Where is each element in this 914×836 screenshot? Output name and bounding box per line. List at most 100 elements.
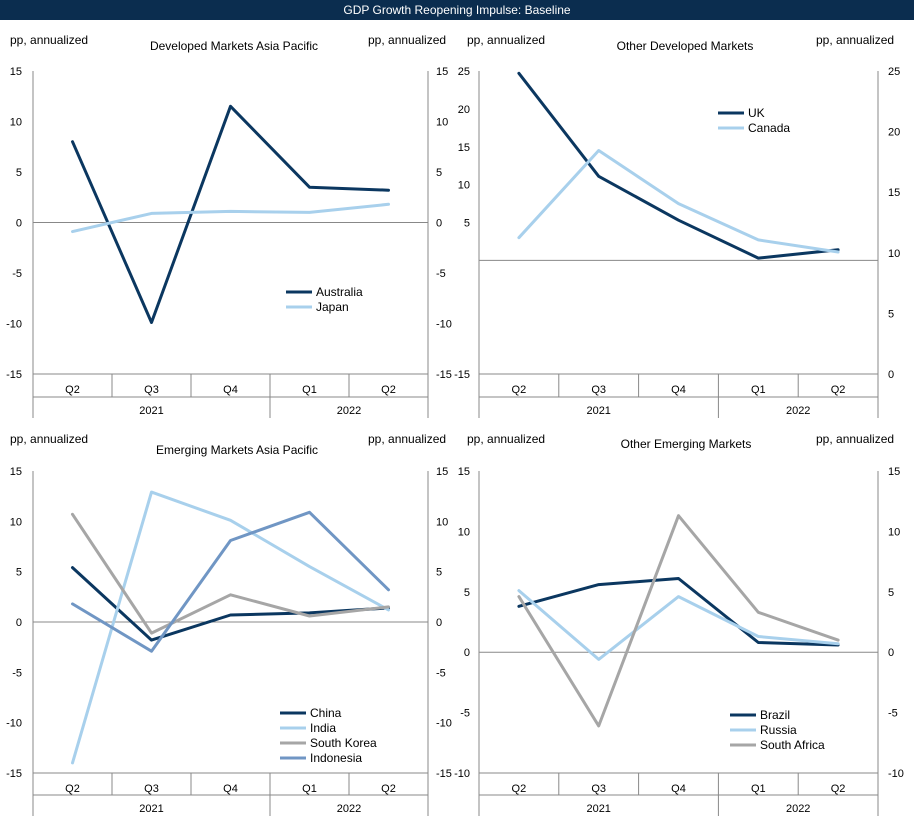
page-title-banner: GDP Growth Reopening Impulse: Baseline [0,0,914,20]
y-tick-label-left: 10 [458,180,470,192]
legend-label: Australia [316,285,363,299]
y-tick-label-left: 10 [10,516,22,528]
legend-label: South Africa [760,738,825,752]
y-tick-label-right: 15 [888,187,900,199]
x-tick-label: Q1 [302,783,317,795]
y-tick-label-left: 5 [464,587,470,599]
chart-title: Other Emerging Markets [621,437,752,451]
y-tick-label-left: 10 [458,526,470,538]
legend-label: Canada [748,121,790,135]
y-tick-label-right: 5 [436,167,442,179]
y-tick-label-left: -10 [6,718,22,730]
year-label: 2022 [786,405,810,417]
y-tick-label-left: -5 [460,708,470,720]
y-tick-label-right: -5 [436,667,446,679]
x-tick-label: Q4 [223,384,238,396]
y-axis-label-left: pp, annualized [467,432,545,446]
y-tick-label-left: 25 [458,66,470,78]
y-tick-label-left: 0 [16,617,22,629]
y-tick-label-left: -5 [12,667,22,679]
y-tick-label-right: -5 [888,708,898,720]
y-tick-label-left: -15 [6,768,22,780]
x-tick-label: Q3 [591,384,606,396]
year-label: 2022 [786,803,810,815]
year-label: 2021 [139,803,163,815]
y-tick-label-left: 5 [464,218,470,230]
year-label: 2021 [586,405,610,417]
x-tick-label: Q4 [671,384,686,396]
y-tick-label-left: -5 [12,268,22,280]
series-line-china [71,566,390,642]
series-line-japan [71,202,390,234]
y-tick-label-right: -5 [436,268,446,280]
y-tick-label-left: 5 [16,567,22,579]
x-tick-label: Q1 [751,783,766,795]
y-tick-label-right: -10 [436,319,452,331]
series-line-brazil [517,577,840,647]
y-tick-label-right: 0 [436,218,442,230]
y-axis-label-left: pp, annualized [467,33,545,47]
legend-label: UK [748,106,765,120]
legend-label: South Korea [310,736,377,750]
y-tick-label-left: -15 [454,369,470,381]
year-label: 2021 [139,405,163,417]
x-tick-label: Q2 [831,783,846,795]
page-title: GDP Growth Reopening Impulse: Baseline [343,3,571,17]
y-tick-label-right: 5 [888,308,894,320]
y-axis-label-right: pp, annualized [368,33,446,47]
y-tick-label-left: 0 [464,647,470,659]
y-tick-label-right: 0 [436,617,442,629]
x-tick-label: Q2 [381,783,396,795]
x-tick-label: Q2 [381,384,396,396]
y-tick-label-left: -10 [454,768,470,780]
y-tick-label-left: 0 [16,218,22,230]
y-tick-label-left: 15 [10,66,22,78]
x-tick-label: Q1 [302,384,317,396]
y-tick-label-left: 20 [458,104,470,116]
series-line-canada [517,149,840,254]
series-line-uk [517,71,840,260]
x-tick-label: Q2 [65,384,80,396]
series-line-india [71,490,390,765]
x-tick-label: Q2 [512,783,527,795]
y-axis-label-left: pp, annualized [10,33,88,47]
y-tick-label-right: 25 [888,66,900,78]
x-tick-label: Q4 [223,783,238,795]
chart-title: Emerging Markets Asia Pacific [156,443,318,457]
y-tick-label-right: -10 [436,718,452,730]
y-tick-label-right: -15 [436,768,452,780]
y-tick-label-right: 15 [436,466,448,478]
y-tick-label-left: 15 [10,466,22,478]
y-tick-label-left: -10 [6,319,22,331]
y-tick-label-right: 15 [888,466,900,478]
x-tick-label: Q2 [512,384,527,396]
chart-title: Other Developed Markets [617,39,754,53]
y-tick-label-left: 15 [458,142,470,154]
series-line-russia [517,589,840,661]
x-tick-label: Q2 [65,783,80,795]
year-label: 2022 [337,405,361,417]
x-tick-label: Q3 [144,783,159,795]
y-tick-label-right: -10 [888,768,904,780]
y-tick-label-left: 15 [458,466,470,478]
y-tick-label-right: 10 [436,117,448,129]
legend-label: India [310,721,336,735]
y-tick-label-left: 5 [16,167,22,179]
y-tick-label-left: 10 [10,117,22,129]
y-axis-label-right: pp, annualized [816,33,894,47]
legend-label: Russia [760,723,797,737]
legend-label: China [310,706,342,720]
series-line-indonesia [71,510,390,653]
series-line-south-korea [71,512,390,635]
chart-title: Developed Markets Asia Pacific [150,39,318,53]
year-label: 2022 [337,803,361,815]
y-tick-label-right: 5 [888,587,894,599]
chart-3: Q2 Q3 Q4 Q1 Q2 2021 2022 15 10 5 0 -5 -10 -15 15 10 5 0 -5… [6,432,452,816]
y-tick-label-left: -15 [6,369,22,381]
x-tick-label: Q2 [831,384,846,396]
y-tick-label-right: 0 [888,647,894,659]
x-tick-label: Q1 [751,384,766,396]
y-tick-label-right: 15 [436,66,448,78]
y-tick-label-right: 20 [888,127,900,139]
